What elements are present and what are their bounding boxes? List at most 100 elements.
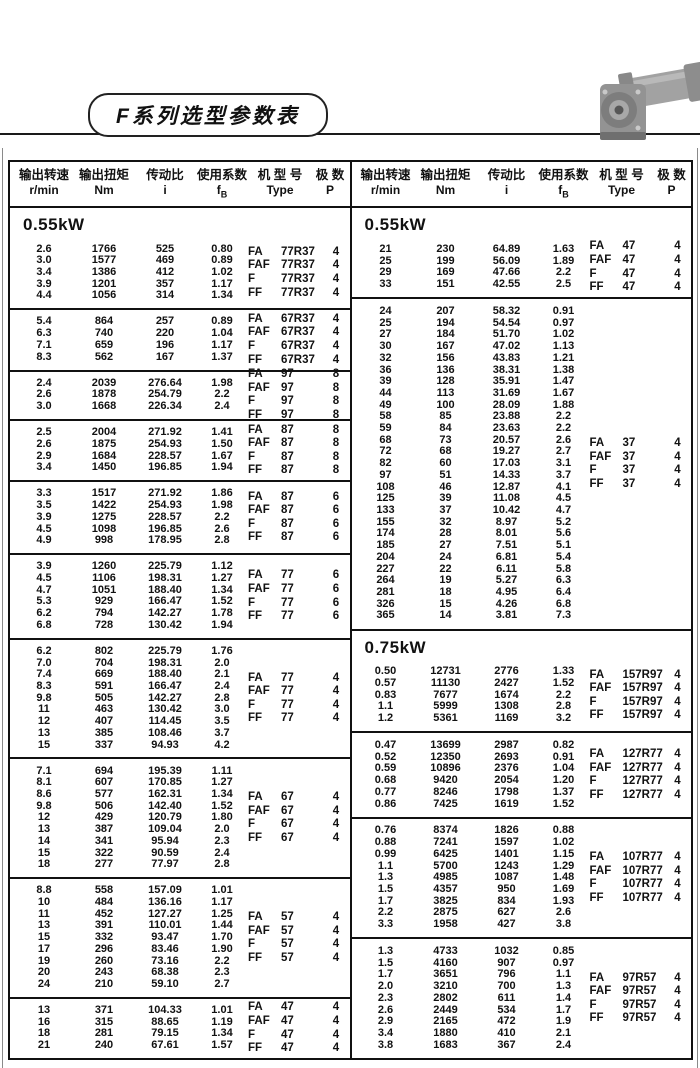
output-speed-cell: 4.9 (36, 534, 52, 547)
service-factor-cell: 1.52 (552, 676, 575, 689)
column-header-unit: Nm (435, 183, 456, 197)
ratio-cell: 130.42 (148, 703, 182, 716)
output-torque-cell: 1684 (91, 449, 117, 462)
output-torque-cell: 1517 (91, 487, 117, 500)
type-model: 157R97 (622, 668, 663, 681)
ratio-cell: 170.85 (148, 776, 182, 789)
table-row: 8.1 607 170.85 1.27 (10, 777, 248, 789)
table-row: 0.77 8246 1798 1.37 (352, 786, 590, 799)
output-speed-cell: 12 (37, 811, 51, 824)
service-factor-cell: 1.38 (552, 363, 575, 376)
type-model: 67 (281, 818, 294, 831)
output-torque-cell: 558 (94, 884, 114, 897)
table-row: 59 84 23.63 2.2 (352, 422, 590, 435)
table-row: 27 184 51.70 1.02 (352, 329, 590, 341)
type-prefix: FAF (248, 1014, 270, 1027)
type-row: FA 77 6 (248, 569, 346, 583)
column-header-unit: Type (607, 183, 636, 197)
output-torque-cell: 296 (94, 942, 114, 955)
table-row: 58 85 23.88 2.2 (352, 411, 590, 423)
type-prefix: F (589, 695, 597, 708)
table-row: 30 167 47.02 1.13 (352, 340, 590, 353)
type-row: FA 67R37 4 (248, 313, 346, 327)
column-header-label: 机 型 号 (599, 168, 644, 182)
output-torque-cell: 387 (94, 823, 114, 836)
service-factor-cell: 1.01 (211, 1004, 233, 1017)
service-factor-cell: 1.02 (552, 836, 575, 849)
data-rows: 0.47 13699 2987 0.82 0.52 12350 2693 0.91 0.59 10… (352, 739, 590, 810)
type-prefix: FA (248, 368, 263, 381)
poles-value: 4 (332, 286, 340, 299)
table-row: 1.5 4160 907 0.97 (352, 956, 590, 970)
column-header: 机 型 号 Type (248, 168, 312, 201)
type-model: 157R97 (622, 709, 663, 722)
type-designation-block: FA 97 8 FAF 97 8 F 97 8 FF 97 8 (248, 368, 346, 422)
service-factor-cell: 1.21 (552, 351, 575, 364)
column-header-unit: Type (266, 183, 294, 197)
table-row: 3.0 1668 226.34 2.4 (10, 400, 248, 413)
parameter-group: 13 371 104.33 1.01 16 315 88.65 1.19 18 281 79.15 1… (10, 996, 350, 1058)
table-row: 19 260 73.16 2.2 (10, 954, 248, 968)
ratio-cell: 64.89 (492, 243, 521, 255)
type-row: FAF 77 6 (248, 583, 346, 597)
poles-value: 4 (332, 326, 340, 339)
type-model: 77R37 (281, 259, 315, 272)
ratio-cell: 627 (497, 906, 516, 919)
column-header: 输出扭矩 Nm (74, 168, 134, 201)
output-speed-cell: 25 (379, 254, 392, 267)
type-model: 77 (281, 596, 294, 609)
table-body: 0.55kW 2.6 1766 525 0.80 3.0 1577 469 0.89 3.4 138… (10, 208, 691, 1058)
type-model: 87 (281, 504, 294, 517)
type-model: 67 (281, 804, 294, 817)
type-row: FAF 57 4 (248, 924, 346, 938)
service-factor-cell: 2.2 (555, 266, 572, 279)
ratio-cell: 271.92 (148, 426, 182, 439)
service-factor-cell: 0.97 (552, 956, 575, 969)
service-factor-cell: 0.97 (552, 316, 575, 329)
output-torque-cell: 341 (94, 834, 114, 847)
service-factor-cell: 0.91 (552, 750, 575, 763)
output-torque-cell: 169 (436, 266, 455, 279)
output-speed-cell: 19 (37, 954, 51, 967)
type-row: FF 87 8 (248, 464, 346, 478)
page-frame-left (2, 148, 3, 1068)
output-torque-cell: 100 (436, 398, 455, 411)
output-speed-cell: 21 (37, 1039, 51, 1052)
column-header-label: 极 数 (657, 168, 686, 182)
ratio-cell: 271.92 (148, 487, 182, 500)
service-factor-cell: 1.44 (211, 919, 233, 932)
output-speed-cell: 8.3 (36, 680, 52, 693)
type-row: FA 107R77 4 (590, 851, 688, 865)
poles-value: 4 (674, 668, 681, 681)
service-factor-cell: 1.47 (552, 375, 575, 388)
output-speed-cell: 326 (376, 597, 395, 610)
table-row: 4.5 1106 198.31 1.27 (10, 572, 248, 585)
output-torque-cell: 39 (439, 492, 452, 505)
service-factor-cell: 1.02 (552, 328, 575, 341)
output-torque-cell: 68 (439, 445, 452, 458)
table-row: 49 100 28.09 1.88 (352, 398, 590, 412)
output-torque-cell: 207 (436, 305, 455, 318)
poles-value: 4 (332, 951, 340, 964)
output-torque-cell: 9420 (433, 774, 458, 787)
output-torque-cell: 151 (436, 278, 455, 291)
type-model: 77 (281, 610, 294, 622)
output-torque-cell: 85 (439, 410, 452, 423)
service-factor-cell: 1.11 (211, 764, 233, 777)
table-row: 68 73 20.57 2.6 (352, 434, 590, 447)
output-torque-cell: 315 (94, 1015, 114, 1028)
column-header-label: 使用系数 (538, 168, 589, 182)
type-prefix: FAF (248, 504, 270, 517)
output-speed-cell: 11 (38, 703, 50, 716)
type-row: F 87 8 (248, 451, 346, 465)
ratio-cell: 834 (497, 894, 516, 907)
table-row: 36 136 38.31 1.38 (352, 363, 590, 377)
ratio-cell: 225.79 (148, 644, 182, 657)
poles-value: 4 (332, 353, 340, 366)
page-title-text: F系列选型参数表 (116, 105, 300, 128)
output-torque-cell: 506 (94, 799, 114, 812)
type-prefix: FA (589, 436, 605, 449)
gearmotor-photo-icon (600, 60, 700, 140)
column-header: 使用系数 fB (538, 168, 590, 201)
type-prefix: FA (248, 312, 263, 325)
